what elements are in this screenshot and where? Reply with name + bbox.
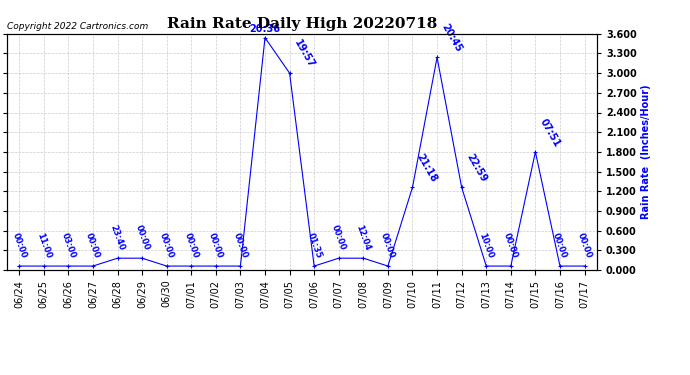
Text: 00:00: 00:00 <box>330 224 348 252</box>
Text: 21:18: 21:18 <box>415 152 439 184</box>
Text: 00:00: 00:00 <box>232 232 249 260</box>
Text: 00:00: 00:00 <box>183 232 200 260</box>
Text: 03:00: 03:00 <box>59 232 77 260</box>
Text: 00:00: 00:00 <box>84 232 101 260</box>
Title: Rain Rate Daily High 20220718: Rain Rate Daily High 20220718 <box>167 17 437 31</box>
Text: 00:00: 00:00 <box>551 232 569 260</box>
Text: 00:00: 00:00 <box>158 232 175 260</box>
Text: 00:00: 00:00 <box>10 232 28 260</box>
Text: 11:00: 11:00 <box>35 231 52 260</box>
Text: 00:00: 00:00 <box>133 224 151 252</box>
Text: 19:57: 19:57 <box>292 38 316 70</box>
Text: 22:59: 22:59 <box>464 152 489 184</box>
Text: Copyright 2022 Cartronics.com: Copyright 2022 Cartronics.com <box>7 22 148 32</box>
Text: 01:35: 01:35 <box>306 231 323 260</box>
Text: 12:04: 12:04 <box>355 224 372 252</box>
Text: 00:00: 00:00 <box>502 232 520 260</box>
Y-axis label: Rain Rate  (Inches/Hour): Rain Rate (Inches/Hour) <box>641 85 651 219</box>
Text: 07:51: 07:51 <box>538 117 562 148</box>
Text: 20:45: 20:45 <box>440 22 464 54</box>
Text: 10:00: 10:00 <box>477 231 495 260</box>
Text: 00:00: 00:00 <box>380 232 397 260</box>
Text: 20:36: 20:36 <box>250 24 281 34</box>
Text: 23:40: 23:40 <box>109 224 126 252</box>
Text: 00:00: 00:00 <box>576 232 593 260</box>
Text: 00:00: 00:00 <box>207 232 224 260</box>
